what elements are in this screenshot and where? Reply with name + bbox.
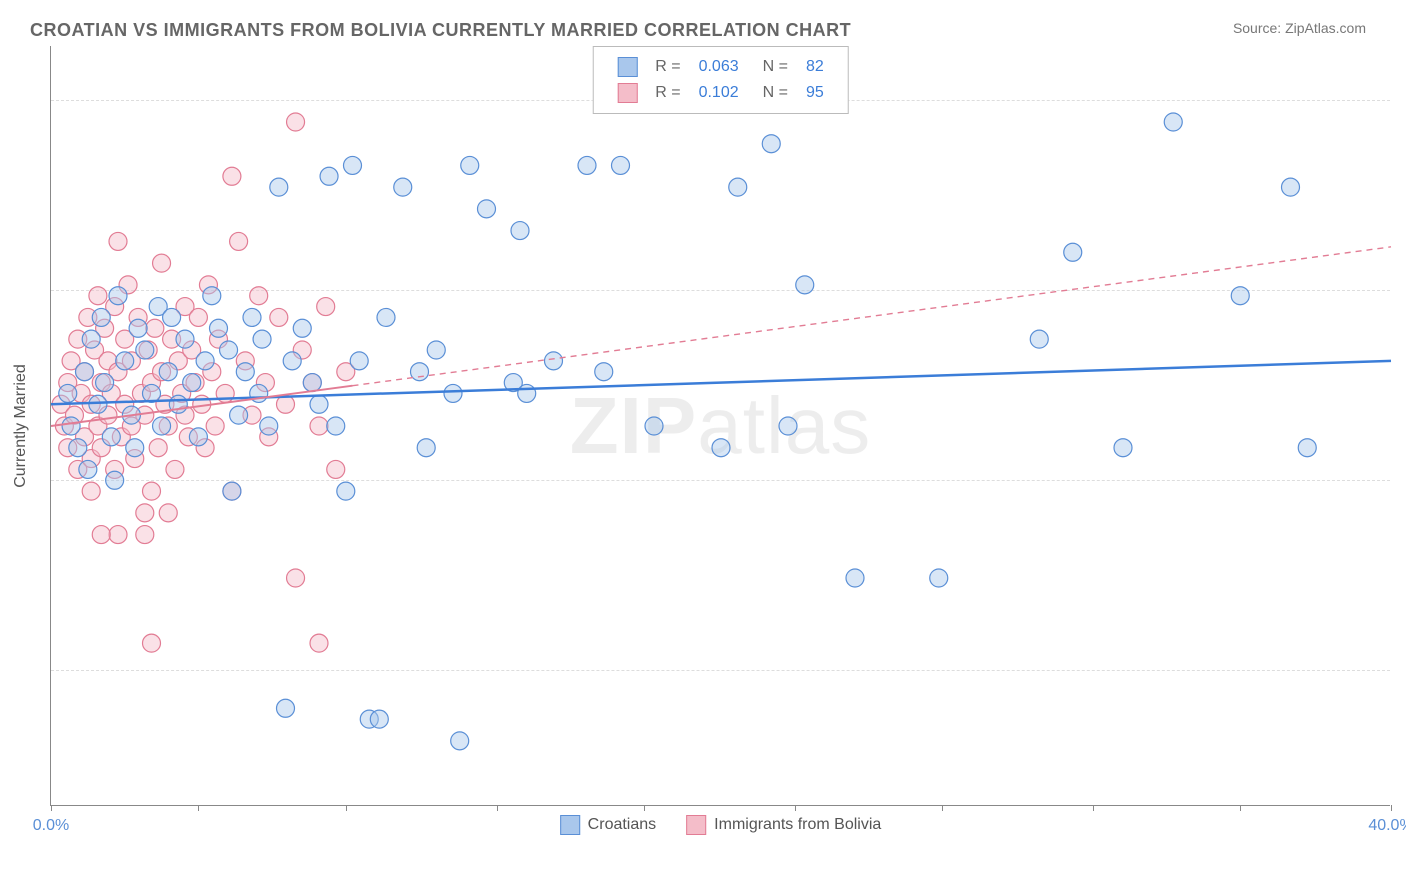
chart-plot-area: Currently Married ZIPatlas R =0.063N =82… <box>50 46 1390 806</box>
legend-item: Immigrants from Bolivia <box>686 815 881 835</box>
legend-item: Croatians <box>560 815 656 835</box>
legend-bottom: Croatians Immigrants from Bolivia <box>550 815 892 835</box>
x-tick-label-right: 40.0% <box>1368 817 1406 835</box>
x-tick-label-left: 0.0% <box>33 817 69 835</box>
y-axis-label: Currently Married <box>12 364 30 488</box>
legend-stats: R =0.063N =82R =0.102N =95 <box>592 46 849 114</box>
source-label: Source: ZipAtlas.com <box>1233 20 1366 36</box>
scatter-svg <box>51 46 1390 805</box>
chart-title: CROATIAN VS IMMIGRANTS FROM BOLIVIA CURR… <box>30 20 851 41</box>
